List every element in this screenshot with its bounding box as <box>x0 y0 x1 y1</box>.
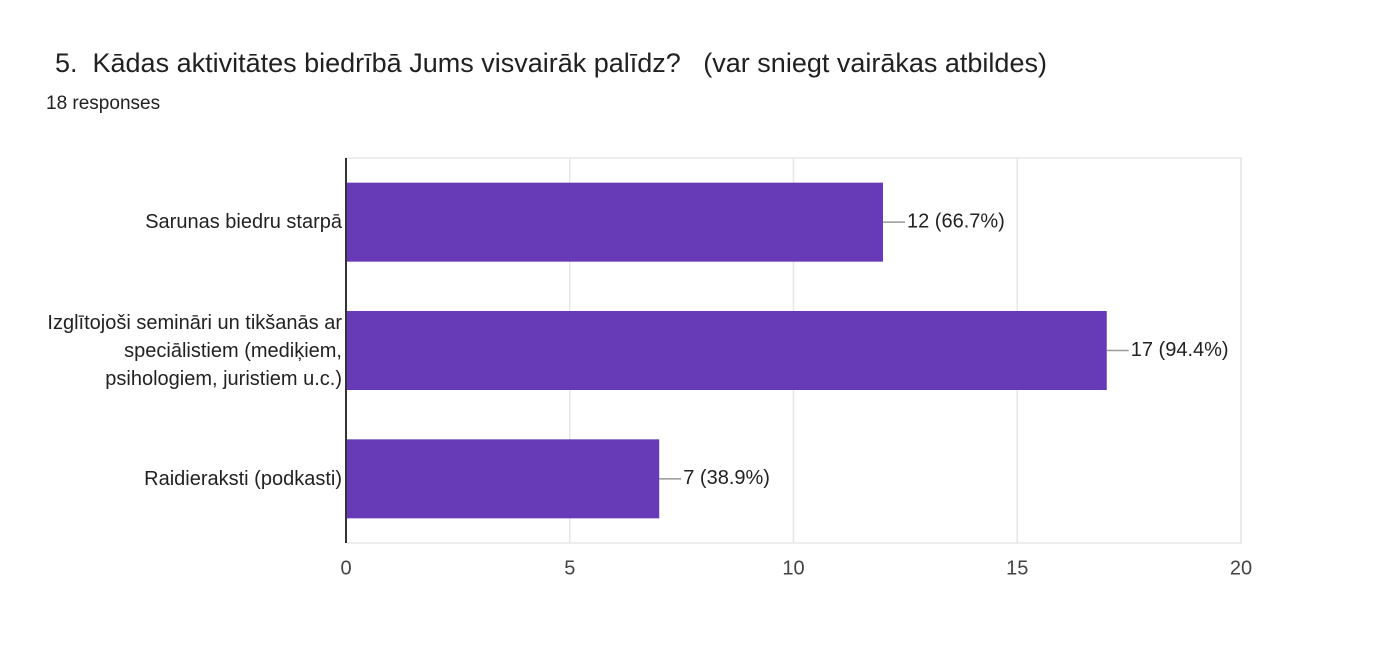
value-label: 7 (38.9%) <box>683 467 770 489</box>
y-tick-label: Sarunas biedru starpā <box>145 211 342 234</box>
bar <box>346 182 883 262</box>
x-tick-label: 5 <box>564 557 575 579</box>
x-tick-label: 0 <box>340 557 351 579</box>
value-label: 17 (94.4%) <box>1131 339 1229 361</box>
x-tick-label: 10 <box>782 557 804 579</box>
y-tick-label: Izglītojoši semināri un tikšanās ar spec… <box>47 311 342 390</box>
y-tick-label: Raidieraksti (podkasti) <box>144 467 342 490</box>
chart-subtitle: 18 responses <box>46 93 161 114</box>
value-label: 12 (66.7%) <box>907 210 1005 232</box>
chart-title: 5. Kādas aktivitātes biedrībā Jums visva… <box>55 48 1047 78</box>
bar <box>346 311 1107 390</box>
bar <box>346 439 660 519</box>
x-tick-label: 20 <box>1230 557 1252 579</box>
x-tick-label: 15 <box>1006 557 1028 579</box>
